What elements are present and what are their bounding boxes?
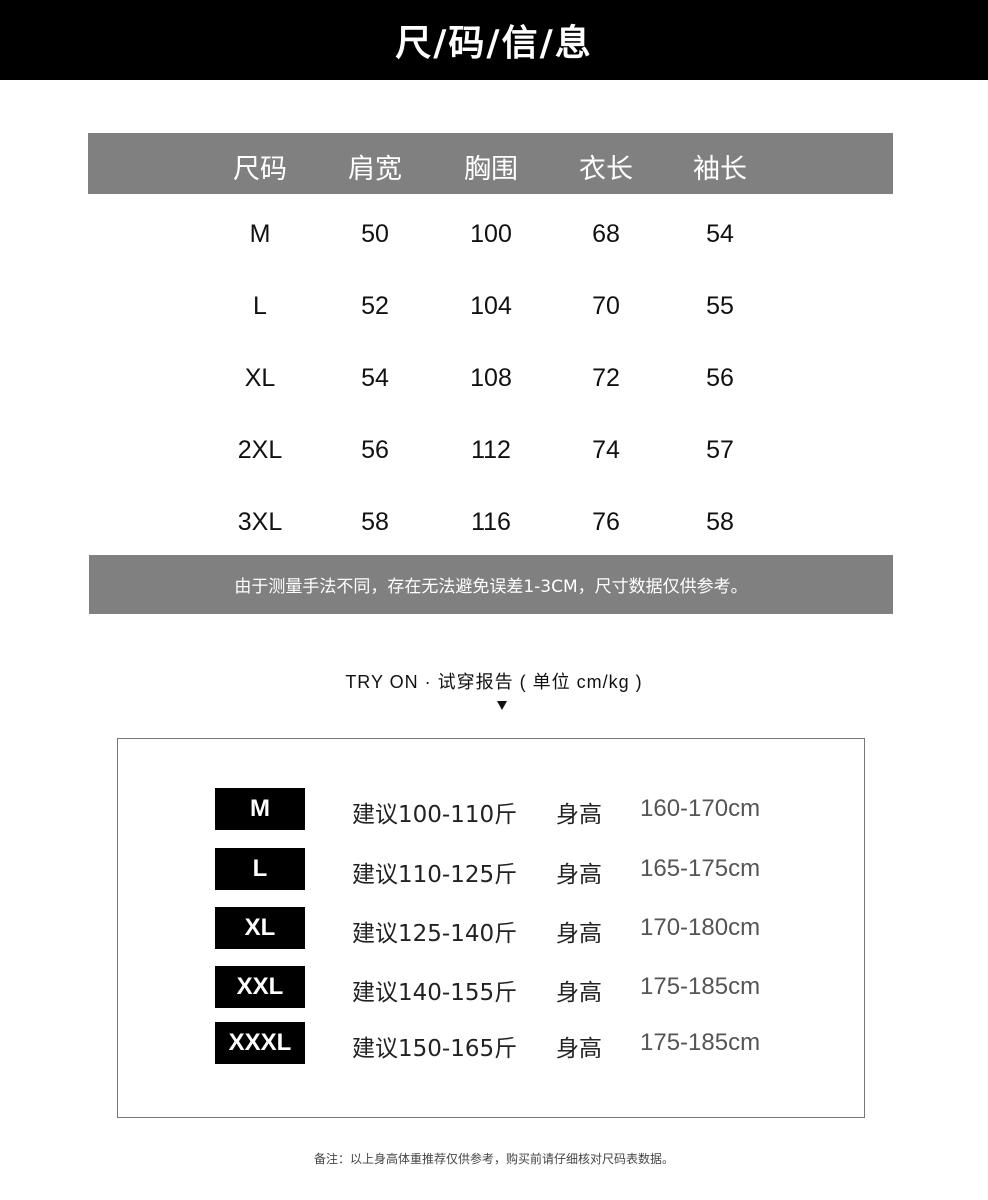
table-row: 3XL 58 116 76 58 <box>0 502 988 542</box>
try-on-row: XL 建议125-140斤 身高 170-180cm <box>0 907 988 951</box>
height-range: 175-185cm <box>640 1029 761 1056</box>
table-cell: 50 <box>361 220 389 248</box>
header-cell: 胸围 <box>464 154 518 185</box>
header-cell: 袖长 <box>693 154 747 185</box>
header-cell: 肩宽 <box>348 154 402 185</box>
height-range: 160-170cm <box>640 795 761 822</box>
height-range: 175-185cm <box>640 973 761 1000</box>
table-cell: 56 <box>361 436 389 464</box>
footer-note: 备注：以上身高体重推荐仅供参考，购买前请仔细核对尺码表数据。 <box>313 1152 674 1166</box>
try-on-row: M 建议100-110斤 身高 160-170cm <box>0 788 988 832</box>
height-label: 身高 <box>556 1036 602 1062</box>
measurement-note: 由于测量手法不同，存在无法避免误差1-3CM，尺寸数据仅供参考。 <box>89 555 893 614</box>
header-cell: 衣长 <box>579 154 633 185</box>
try-on-box <box>117 738 865 1118</box>
table-row: M 50 100 68 54 <box>0 214 988 254</box>
table-cell: 72 <box>592 364 620 392</box>
height-label: 身高 <box>556 980 602 1006</box>
table-cell: 74 <box>592 436 620 464</box>
table-cell: 54 <box>361 364 389 392</box>
weight-recommendation: 建议110-125斤 <box>352 862 518 888</box>
table-cell: 52 <box>361 292 389 320</box>
table-cell: 70 <box>592 292 620 320</box>
table-row: L 52 104 70 55 <box>0 286 988 326</box>
page-title: 尺/码/信/息 <box>0 0 988 80</box>
table-cell: 2XL <box>237 436 283 464</box>
table-row: XL 54 108 72 56 <box>0 358 988 398</box>
try-on-row: XXL 建议140-155斤 身高 175-185cm <box>0 966 988 1010</box>
table-cell: 54 <box>706 220 734 248</box>
table-cell: 57 <box>706 436 734 464</box>
height-label: 身高 <box>556 802 602 828</box>
size-badge: L <box>215 848 305 890</box>
table-cell: 58 <box>361 508 389 536</box>
table-cell: 58 <box>706 508 734 536</box>
table-cell: 112 <box>471 436 511 464</box>
weight-recommendation: 建议150-165斤 <box>352 1036 518 1062</box>
size-table-header: 尺码 肩宽 胸围 衣长 袖长 <box>88 133 893 194</box>
try-on-row: L 建议110-125斤 身高 165-175cm <box>0 848 988 892</box>
weight-recommendation: 建议140-155斤 <box>352 980 518 1006</box>
height-range: 170-180cm <box>640 914 761 941</box>
triangle-down-icon <box>497 701 507 710</box>
table-row: 2XL 56 112 74 57 <box>0 430 988 470</box>
height-range: 165-175cm <box>640 855 761 882</box>
size-badge: M <box>215 788 305 830</box>
table-cell: 68 <box>592 220 620 248</box>
table-cell: 55 <box>706 292 734 320</box>
table-cell: 104 <box>470 292 512 320</box>
weight-recommendation: 建议125-140斤 <box>352 921 518 947</box>
size-badge: XXL <box>215 966 305 1008</box>
table-cell: 108 <box>470 364 512 392</box>
table-cell: 76 <box>592 508 620 536</box>
table-cell: 3XL <box>237 508 283 536</box>
header-cell: 尺码 <box>233 154 287 185</box>
height-label: 身高 <box>556 921 602 947</box>
weight-recommendation: 建议100-110斤 <box>352 802 518 828</box>
table-cell: L <box>253 292 267 320</box>
try-on-heading: TRY ON · 试穿报告 ( 单位 cm/kg ) <box>345 672 643 692</box>
table-cell: M <box>249 220 271 248</box>
table-cell: 100 <box>470 220 512 248</box>
try-on-row: XXXL 建议150-165斤 身高 175-185cm <box>0 1022 988 1066</box>
table-cell: 116 <box>471 508 511 536</box>
height-label: 身高 <box>556 862 602 888</box>
table-cell: 56 <box>706 364 734 392</box>
size-badge: XXXL <box>215 1022 305 1064</box>
table-cell: XL <box>244 364 276 392</box>
size-badge: XL <box>215 907 305 949</box>
